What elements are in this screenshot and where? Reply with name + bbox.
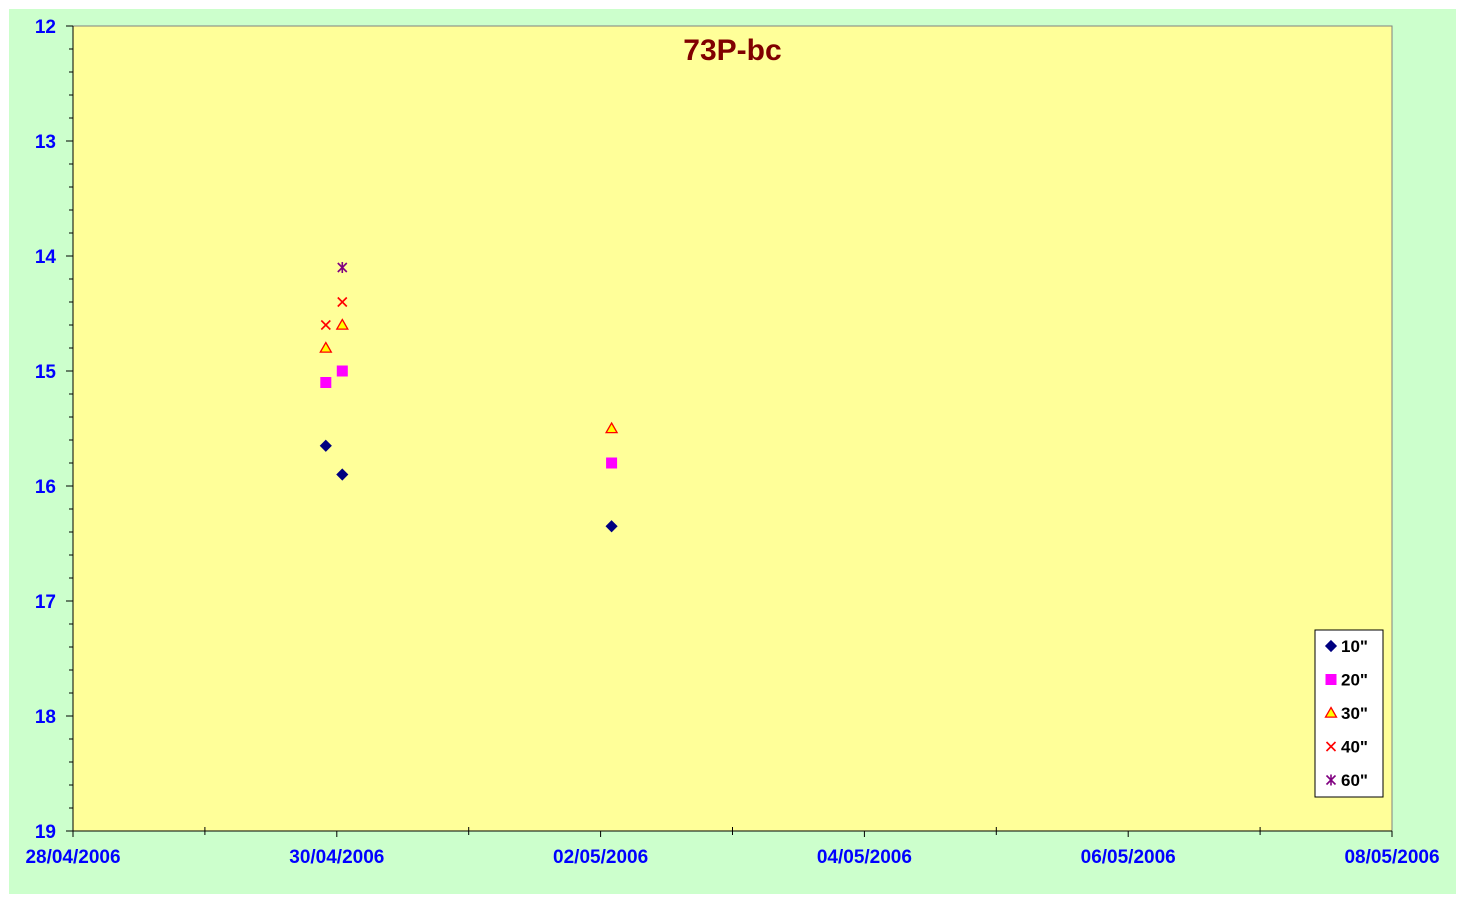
x-tick-label: 08/05/2006 [1344, 847, 1439, 868]
point-series1-1 [319, 439, 332, 452]
legend-marker-2 [1325, 674, 1337, 685]
y-tick-label: 18 [35, 707, 56, 728]
point-series2-1 [320, 377, 332, 388]
y-tick-label: 14 [35, 247, 57, 268]
x-tick-label: 30/04/2006 [289, 847, 384, 868]
y-tick-label: 12 [35, 17, 56, 38]
y-tick-label: 16 [35, 477, 56, 498]
axis-ticks [66, 25, 1393, 837]
x-tick-label: 04/05/2006 [817, 847, 912, 868]
data-points [319, 262, 619, 533]
legend-label-4: 40" [1341, 738, 1368, 757]
point-series1-3 [605, 520, 618, 533]
legend: 10" 20" 30" 40" 60" [1314, 629, 1384, 798]
x-tick-label: 06/05/2006 [1081, 847, 1176, 868]
point-series2-3 [606, 457, 618, 469]
legend-box [1314, 629, 1384, 798]
point-series4-2 [337, 296, 348, 308]
y-tick-label: 19 [35, 822, 56, 843]
point-series4-1 [320, 319, 331, 331]
legend-label-2: 20" [1341, 671, 1368, 690]
point-series3-1 [319, 341, 333, 353]
point-series2-2 [336, 365, 348, 377]
legend-label-3: 30" [1341, 704, 1368, 723]
point-series3-3 [604, 421, 619, 434]
legend-marker-5 [1325, 774, 1337, 786]
y-tick-label: 13 [35, 132, 56, 153]
legend-label-1: 10" [1341, 637, 1368, 656]
axis-tick-labels: 12 13 14 15 16 17 18 19 28/04/2006 30/04/2006 02/0… [25, 17, 1439, 868]
y-tick-label: 17 [35, 592, 56, 613]
y-tick-label: 15 [35, 362, 57, 383]
x-tick-label: 02/05/2006 [553, 847, 648, 868]
plot-area [72, 25, 1393, 832]
legend-label-5: 60" [1341, 771, 1368, 790]
chart-title: 73P-bc [683, 34, 781, 67]
legend-marker-1 [1324, 639, 1338, 653]
legend-marker-4 [1325, 741, 1337, 752]
x-tick-label: 28/04/2006 [25, 847, 120, 868]
point-series5-1 [337, 262, 348, 273]
legend-marker-3 [1324, 706, 1338, 718]
point-series3-2 [335, 318, 349, 330]
point-series1-2 [336, 468, 349, 481]
